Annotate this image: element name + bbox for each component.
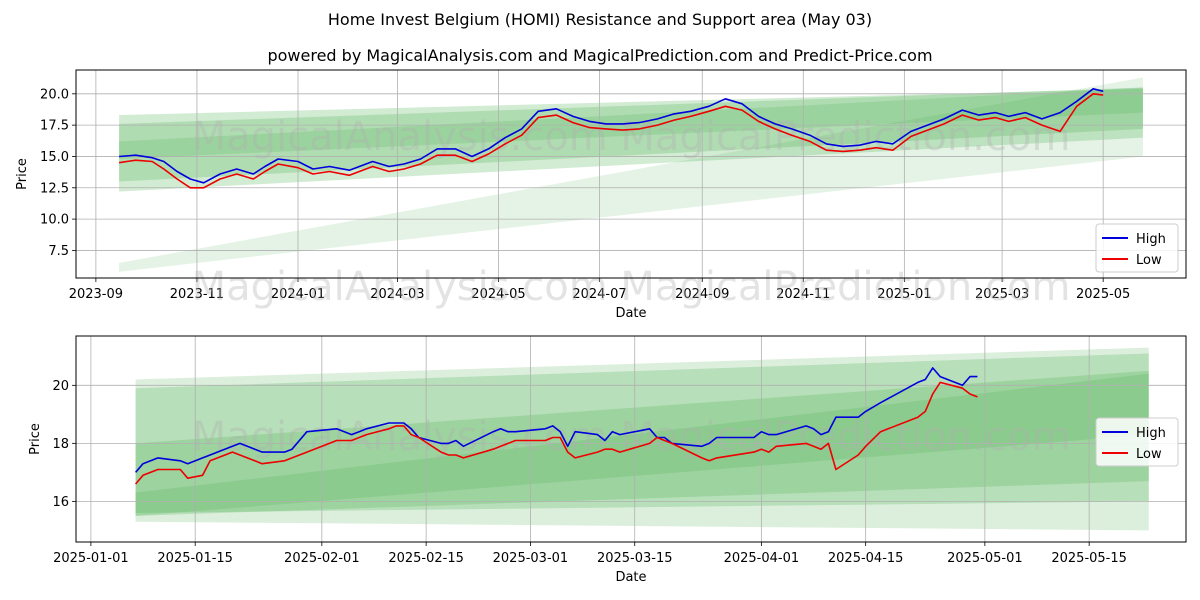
x-tick-label: 2024-07 (572, 287, 626, 302)
x-tick-label: 2025-04-15 (828, 551, 904, 566)
x-tick-label: 2025-05-15 (1051, 551, 1127, 566)
y-tick-label: 20 (52, 379, 69, 394)
x-tick-label: 2025-02-15 (388, 551, 464, 566)
x-tick-label: 2025-04-01 (724, 551, 800, 566)
x-axis-label: Date (615, 306, 646, 321)
y-tick-label: 17.5 (40, 119, 69, 134)
x-tick-label: 2025-05-01 (947, 551, 1023, 566)
x-tick-label: 2024-09 (675, 287, 729, 302)
x-tick-label: 2025-05 (1076, 287, 1130, 302)
legend: High Low (1095, 223, 1179, 273)
x-tick-label: 2024-01 (271, 287, 325, 302)
low-series-line (134, 381, 978, 485)
x-tick-label: 2024-05 (471, 287, 525, 302)
y-axis-label: Price (15, 158, 30, 190)
x-axis-label: Date (615, 570, 646, 585)
x-tick-label: 2023-11 (170, 287, 224, 302)
x-tick-label: 2025-03-15 (597, 551, 673, 566)
plot-frame (75, 69, 1187, 279)
x-tick-label: 2024-11 (776, 287, 830, 302)
legend-label-low: Low (1136, 253, 1162, 268)
x-tick-label: 2025-01 (877, 287, 931, 302)
x-tick-label: 2025-01-01 (53, 551, 129, 566)
x-tick-label: 2025-02-01 (284, 551, 360, 566)
y-tick-label: 7.5 (48, 244, 69, 259)
resistance-support-band (119, 88, 1143, 192)
chart-title: Home Invest Belgium (HOMI) Resistance an… (327, 10, 873, 29)
y-axis-label: Price (28, 423, 43, 455)
y-tick-label: 16 (52, 495, 69, 510)
resistance-support-band (119, 87, 1143, 182)
watermark: MagicalAnalysis.com MagicalPrediction.co… (192, 264, 1071, 310)
legend-label-high: High (1136, 426, 1166, 441)
watermark: MagicalAnalysis.com MagicalPrediction.co… (192, 414, 1071, 460)
legend: High Low (1095, 417, 1179, 467)
resistance-support-band (119, 77, 1143, 272)
y-tick-label: 15.0 (40, 150, 69, 165)
plot-frame (75, 335, 1187, 543)
chart-panel-2: 2025-01-01 2025-01-15 2025-02-01 2025-02-15… (28, 335, 1187, 585)
x-tick-label: 2024-03 (370, 287, 424, 302)
legend-label-low: Low (1136, 447, 1162, 462)
x-tick-label: 2025-03 (975, 287, 1029, 302)
resistance-support-band (135, 347, 1149, 531)
legend-label-high: High (1136, 232, 1166, 247)
x-tick-label: 2023-09 (69, 287, 123, 302)
high-series-line (134, 367, 978, 473)
x-tick-label: 2025-01-15 (157, 551, 233, 566)
x-tick-label: 2025-03-01 (493, 551, 569, 566)
high-series-line (119, 88, 1104, 184)
y-tick-label: 20.0 (40, 87, 69, 102)
y-tick-label: 12.5 (40, 181, 69, 196)
y-tick-label: 18 (52, 437, 69, 452)
chart-panel-1: 2023-09 2023-11 2024-01 2024-03 2024-05 2024-… (15, 69, 1187, 321)
resistance-support-band (135, 353, 1149, 513)
low-series-line (118, 93, 1104, 189)
y-tick-label: 10.0 (40, 213, 69, 228)
chart-subtitle: powered by MagicalAnalysis.com and Magic… (267, 46, 933, 65)
watermark: MagicalAnalysis.com MagicalPrediction.co… (192, 114, 1071, 160)
